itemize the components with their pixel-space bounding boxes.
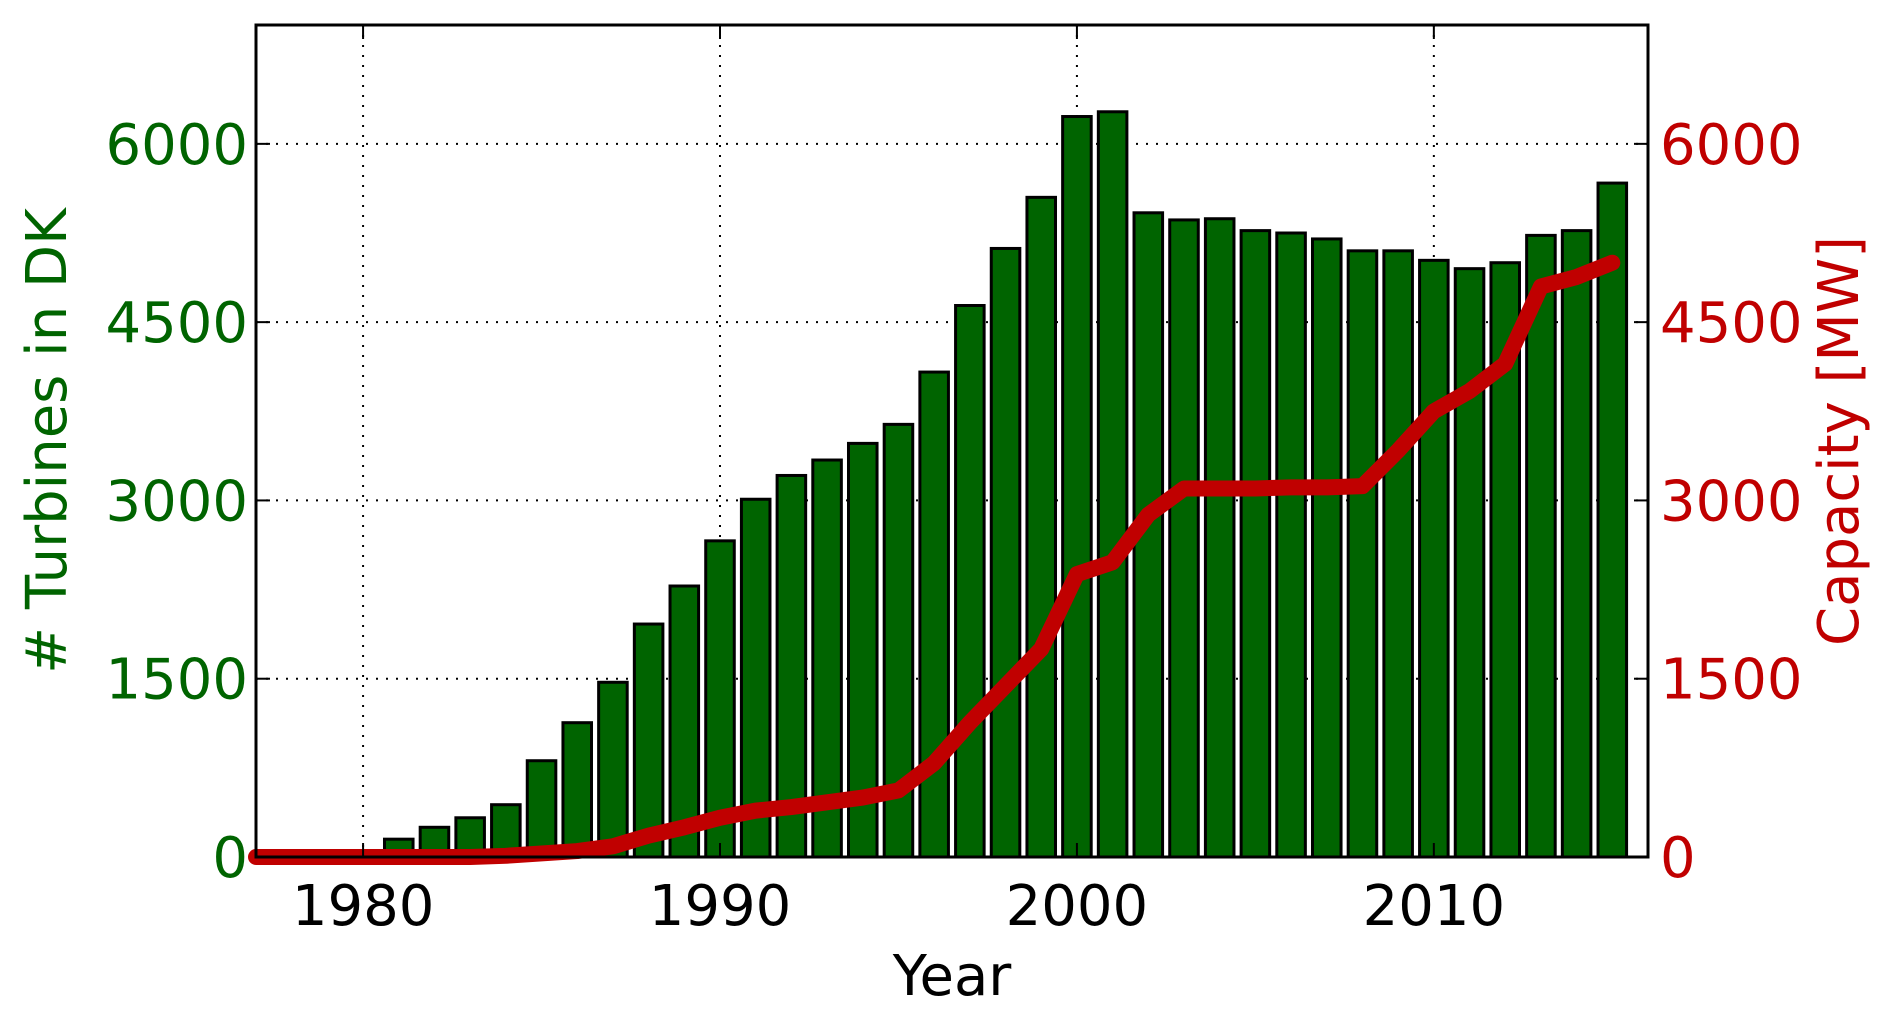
right-y-tick-label-0: 0 (1660, 826, 1696, 891)
right-y-axis-title: Capacity [MW] (1807, 236, 1872, 646)
bar-2010 (1418, 258, 1450, 859)
x-axis-title: Year (892, 944, 1013, 1009)
bar-1996 (918, 370, 950, 859)
right-y-tick-label-1500: 1500 (1660, 648, 1803, 713)
x-tick-label-1980: 1980 (292, 874, 435, 939)
bar-1998 (989, 246, 1022, 859)
left-y-tick-label-3000: 3000 (105, 469, 248, 534)
bar-2013 (1525, 233, 1557, 859)
bar-2007 (1310, 237, 1343, 859)
plot-frame (254, 23, 1650, 859)
left-y-axis-title: # Turbines in DK (15, 207, 80, 674)
bar-2011 (1453, 267, 1486, 859)
bar-1993 (811, 458, 843, 859)
bar-1992 (775, 473, 808, 859)
bar-2001 (1096, 110, 1129, 859)
bar-1997 (954, 304, 986, 859)
bar-2015 (1596, 181, 1629, 859)
left-y-tick-label-0: 0 (212, 826, 248, 891)
right-y-tick-label-6000: 6000 (1660, 113, 1803, 178)
bar-2006 (1275, 231, 1307, 859)
bar-2014 (1560, 229, 1593, 859)
bar-2009 (1382, 249, 1414, 859)
bar-1990 (704, 539, 736, 859)
bar-2000 (1061, 115, 1093, 859)
axis-ticks (256, 25, 1648, 858)
grid-lines (256, 25, 1648, 857)
tick-labels: 1980 1990 2000 2010 0 1500 3000 4500 6000 0 1500 30… (105, 113, 1802, 939)
x-tick-label-2000: 2000 (1006, 874, 1149, 939)
left-y-tick-label-4500: 4500 (105, 291, 248, 356)
right-y-tick-label-4500: 4500 (1660, 291, 1803, 356)
bar-1987 (597, 680, 629, 859)
bar-1999 (1025, 195, 1058, 859)
bar-series (382, 110, 1629, 859)
bar-1985 (525, 759, 558, 859)
left-y-tick-label-6000: 6000 (105, 113, 248, 178)
bar-2005 (1239, 229, 1272, 859)
bar-2008 (1346, 249, 1379, 859)
x-tick-label-1990: 1990 (649, 874, 792, 939)
bar-1986 (561, 721, 594, 859)
x-tick-label-2010: 2010 (1363, 874, 1506, 939)
bar-1988 (632, 622, 665, 859)
bar-1991 (739, 497, 772, 859)
right-y-tick-label-3000: 3000 (1660, 469, 1803, 534)
bar-2003 (1168, 218, 1200, 859)
bar-2004 (1203, 217, 1236, 859)
left-y-tick-label-1500: 1500 (105, 648, 248, 713)
